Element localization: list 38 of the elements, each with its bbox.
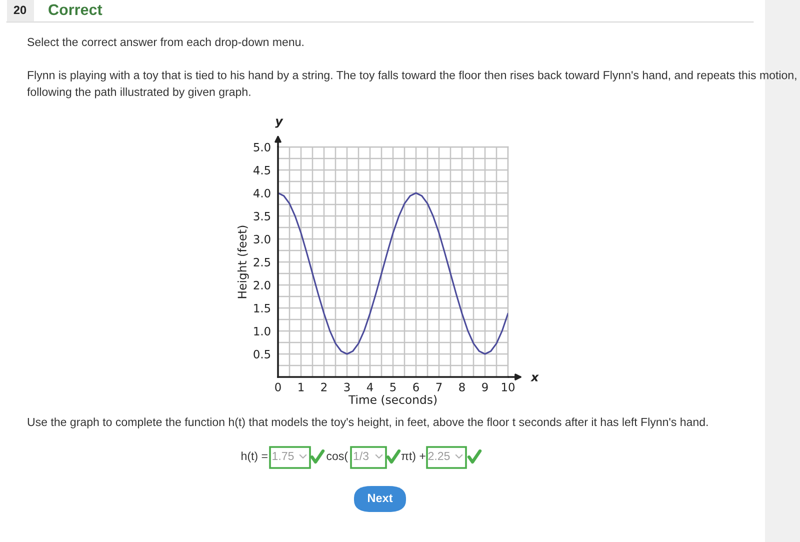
y-tick-label: 1.0 [254, 326, 270, 336]
y-tick-label: 1.5 [254, 304, 270, 312]
y-tick-label: 4.5 [254, 166, 270, 174]
x-tick-label: 5 [390, 382, 396, 392]
text: Select the correct answer from each drop-down menu. [28, 38, 304, 48]
x-tick-label: 10 [502, 382, 514, 392]
x-tick-label: 3 [344, 382, 350, 392]
x-tick-label: 0 [275, 382, 281, 392]
y-tick-label: 2.5 [254, 258, 270, 266]
y-tick-label: 3.5 [254, 212, 270, 220]
x-tick-label: 6 [413, 382, 419, 392]
text: 1/3 [354, 452, 369, 460]
text: Use the graph to complete the function h(t) that models the toy's height, in feet, above the floor t seconds after it has left Flynn's hand. [28, 418, 708, 428]
text: 20 [14, 6, 26, 14]
x-axis-title: Time (seconds) [348, 394, 437, 406]
x-tick-label: 7 [436, 382, 442, 392]
text: 2.25 [428, 452, 450, 460]
text: 1.75 [272, 452, 294, 460]
text: x [530, 374, 539, 382]
y-tick-label: 4.0 [254, 188, 270, 198]
text: πt) + [401, 452, 426, 462]
text: Next [368, 494, 393, 502]
text: cos( [326, 452, 348, 462]
x-tick-label: 9 [482, 382, 488, 392]
y-tick-label: 2.0 [254, 280, 270, 290]
text: Flynn is playing with a toy that is tied to his hand by a string. The toy falls toward the floor then rises back toward Flynn's hand, and repeats this motion, following the path illustrated by given graph. [27, 70, 796, 98]
x-tick-label: 1 [298, 382, 304, 392]
y-tick-label: 5.0 [254, 142, 270, 152]
text: y [275, 118, 284, 128]
line-series [278, 192, 508, 355]
y-axis-title: Height (feet) [237, 226, 249, 298]
text: h(t) = [242, 452, 268, 462]
x-tick-label: 4 [366, 382, 373, 392]
text: Correct [48, 4, 102, 16]
y-tick-label: 3.0 [254, 234, 270, 244]
x-tick-label: 2 [321, 382, 326, 392]
x-tick-label: 8 [459, 382, 465, 392]
y-tick-label: 0.5 [254, 350, 270, 358]
